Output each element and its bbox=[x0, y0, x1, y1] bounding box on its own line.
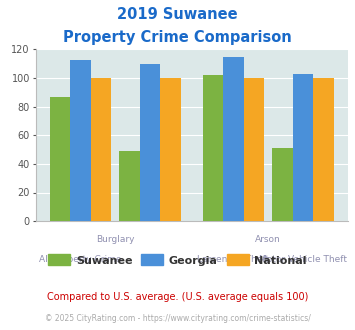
Bar bbox=[140, 64, 160, 221]
Bar bbox=[203, 75, 223, 221]
Legend: Suwanee, Georgia, National: Suwanee, Georgia, National bbox=[44, 250, 311, 270]
Bar bbox=[119, 151, 140, 221]
Bar bbox=[293, 74, 313, 221]
Text: © 2025 CityRating.com - https://www.cityrating.com/crime-statistics/: © 2025 CityRating.com - https://www.city… bbox=[45, 314, 310, 323]
Text: Arson: Arson bbox=[255, 235, 281, 244]
Bar bbox=[223, 57, 244, 221]
Text: Burglary: Burglary bbox=[96, 235, 135, 244]
Bar bbox=[50, 97, 70, 221]
Text: 2019 Suwanee: 2019 Suwanee bbox=[117, 7, 238, 21]
Text: All Property Crime: All Property Crime bbox=[39, 255, 121, 264]
Bar bbox=[244, 78, 264, 221]
Text: Larceny & Theft: Larceny & Theft bbox=[197, 255, 269, 264]
Bar bbox=[313, 78, 334, 221]
Bar bbox=[91, 78, 111, 221]
Bar bbox=[272, 148, 293, 221]
Text: Property Crime Comparison: Property Crime Comparison bbox=[63, 30, 292, 45]
Text: Compared to U.S. average. (U.S. average equals 100): Compared to U.S. average. (U.S. average … bbox=[47, 292, 308, 302]
Bar bbox=[160, 78, 181, 221]
Text: Motor Vehicle Theft: Motor Vehicle Theft bbox=[259, 255, 347, 264]
Bar bbox=[70, 59, 91, 221]
